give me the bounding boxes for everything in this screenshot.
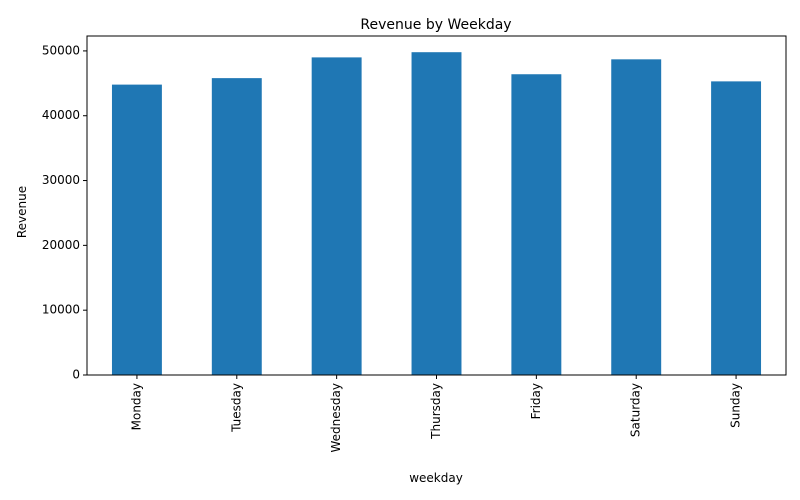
x-tick-label-wednesday: Wednesday bbox=[329, 383, 343, 452]
bar-sunday bbox=[711, 81, 762, 376]
y-tick-label-40000: 40000 bbox=[42, 108, 80, 122]
x-tick-label-friday: Friday bbox=[529, 383, 543, 419]
y-axis-ticks: 0 10000 20000 30000 40000 50000 bbox=[42, 43, 87, 382]
bar-tuesday bbox=[211, 78, 262, 375]
x-tick-label-tuesday: Tuesday bbox=[229, 383, 243, 433]
bar-wednesday bbox=[311, 57, 362, 375]
bar-saturday bbox=[611, 59, 662, 375]
bars-layer bbox=[111, 52, 762, 376]
y-tick-label-10000: 10000 bbox=[42, 303, 80, 317]
chart-title: Revenue by Weekday bbox=[360, 17, 511, 33]
bar-friday bbox=[511, 74, 562, 376]
x-axis-label: weekday bbox=[409, 471, 463, 485]
y-tick-label-50000: 50000 bbox=[42, 43, 80, 57]
plot-frame bbox=[86, 35, 787, 376]
x-tick-label-thursday: Thursday bbox=[429, 383, 443, 440]
y-tick-label-20000: 20000 bbox=[42, 238, 80, 252]
x-tick-label-monday: Monday bbox=[129, 383, 143, 430]
x-axis-ticks: Monday Tuesday Wednesday Thursday Friday Satu… bbox=[129, 375, 743, 452]
x-tick-label-sunday: Sunday bbox=[729, 383, 743, 428]
y-tick-label-30000: 30000 bbox=[42, 173, 80, 187]
x-tick-label-saturday: Saturday bbox=[629, 383, 643, 437]
bar-monday bbox=[111, 84, 162, 376]
axes-frame bbox=[86, 35, 787, 376]
y-axis-label: Revenue bbox=[15, 186, 29, 238]
y-tick-label-0: 0 bbox=[72, 368, 80, 382]
plot-area: 0 10000 20000 30000 40000 50000 Monday Tuesday… bbox=[42, 35, 787, 452]
bar-thursday bbox=[411, 52, 462, 375]
